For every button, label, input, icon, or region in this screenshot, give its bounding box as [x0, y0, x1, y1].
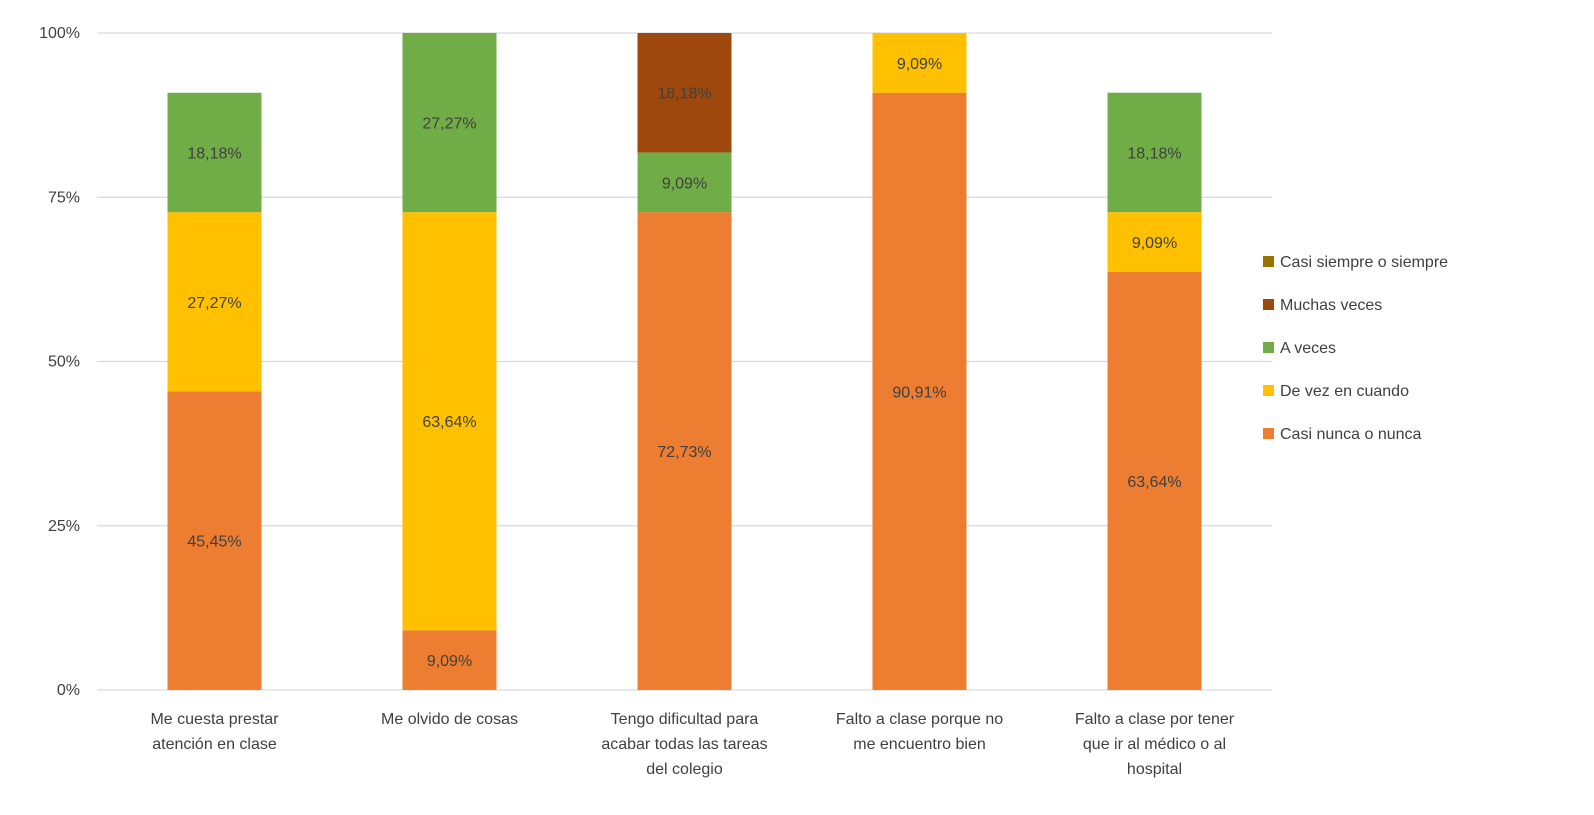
- data-label: 18,18%: [1127, 145, 1181, 162]
- legend-label: Casi siempre o siempre: [1280, 254, 1448, 271]
- bar-segment: [1107, 271, 1202, 690]
- data-label: 90,91%: [892, 384, 946, 401]
- data-label: 9,09%: [662, 175, 707, 192]
- bar-segment: [872, 33, 967, 93]
- y-tick-label: 25%: [48, 518, 80, 535]
- x-tick-label: que ir al médico o al: [1083, 736, 1226, 753]
- legend-swatch: [1263, 385, 1274, 396]
- axes: 0% 25% 50% 75% 100% Me cuesta prestar atención…: [39, 25, 1235, 778]
- legend-swatch: [1263, 342, 1274, 353]
- y-tick-label: 100%: [39, 25, 80, 42]
- x-tick-label: del colegio: [646, 761, 723, 778]
- bar-segment: [167, 212, 262, 392]
- x-tick-label: Falto a clase porque no: [836, 711, 1003, 728]
- data-label: 9,09%: [897, 56, 942, 73]
- x-tick-label: hospital: [1127, 761, 1182, 778]
- data-label: 27,27%: [422, 116, 476, 133]
- y-tick-label: 75%: [48, 189, 80, 206]
- x-tick-label: acabar todas las tareas: [601, 736, 767, 753]
- legend-swatch: [1263, 428, 1274, 439]
- bar-segment: [637, 152, 732, 213]
- x-tick-label: atención en clase: [152, 736, 277, 753]
- data-label: 18,18%: [657, 86, 711, 103]
- legend-label: Muchas veces: [1280, 297, 1382, 314]
- bar-segment: [167, 92, 262, 213]
- bar-segment: [402, 630, 497, 690]
- bar-segment: [872, 92, 967, 690]
- legend-label: De vez en cuando: [1280, 383, 1409, 400]
- data-label: 27,27%: [187, 295, 241, 312]
- data-label: 9,09%: [1132, 235, 1177, 252]
- x-tick-label: Falto a clase por tener: [1075, 711, 1235, 728]
- bars: [167, 33, 1202, 691]
- bar-segment: [402, 212, 497, 631]
- data-labels: 45,45% 27,27% 18,18% 9,09% 63,64% 27,27% 72,73…: [187, 56, 1181, 670]
- x-tick-label: me encuentro bien: [853, 736, 986, 753]
- data-label: 18,18%: [187, 146, 241, 163]
- bar-segment: [1107, 212, 1202, 272]
- data-label: 63,64%: [1127, 474, 1181, 491]
- legend: Casi siempre o siempre Muchas veces A vece…: [1263, 254, 1448, 443]
- y-tick-label: 50%: [48, 354, 80, 371]
- data-label: 9,09%: [427, 653, 472, 670]
- bar-segment: [637, 212, 732, 691]
- data-label: 45,45%: [187, 534, 241, 551]
- x-tick-label: Me olvido de cosas: [381, 711, 518, 728]
- legend-label: Casi nunca o nunca: [1280, 426, 1422, 443]
- bar-segment: [1107, 92, 1202, 213]
- bar-segment: [167, 391, 262, 690]
- y-tick-label: 0%: [57, 682, 80, 699]
- bar-segment: [637, 33, 732, 153]
- legend-swatch: [1263, 256, 1274, 267]
- legend-swatch: [1263, 299, 1274, 310]
- data-label: 63,64%: [422, 414, 476, 431]
- data-label: 72,73%: [657, 444, 711, 461]
- bar-segment: [402, 33, 497, 213]
- x-tick-label: Tengo dificultad para: [611, 711, 759, 728]
- legend-label: A veces: [1280, 340, 1336, 357]
- x-tick-label: Me cuesta prestar: [150, 711, 279, 728]
